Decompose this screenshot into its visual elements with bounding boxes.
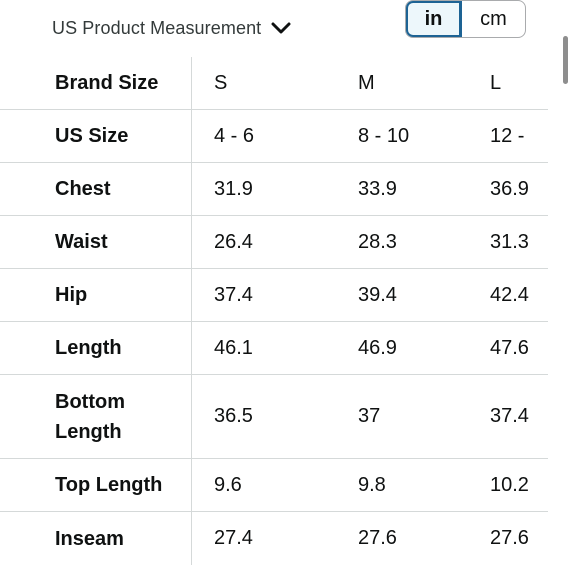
table-cell: 42.4 — [490, 283, 529, 306]
row-label: Hip — [0, 269, 192, 321]
table-cell: 37 — [358, 405, 381, 427]
table-cell: 37.4 — [214, 283, 253, 306]
table-cell: S — [214, 71, 228, 94]
table-cell: 33.9 — [358, 177, 397, 200]
table-cell: 27.6 — [358, 527, 397, 549]
vertical-scrollbar[interactable] — [563, 36, 568, 84]
row-label: Waist — [0, 216, 192, 268]
table-row: Hip 37.4 39.4 42.4 — [0, 269, 548, 322]
table-cell: 9.6 — [214, 473, 242, 496]
table-cell: 31.3 — [490, 230, 529, 253]
table-cell: 26.4 — [214, 230, 253, 253]
table-cell: 36.9 — [490, 177, 529, 200]
table-row: Bottom Length 36.5 37 37.4 — [0, 375, 548, 459]
table-cell: 36.5 — [214, 405, 253, 427]
row-label: Bottom Length — [0, 375, 192, 458]
table-row: Inseam 27.4 27.6 27.6 — [0, 512, 548, 565]
table-row: Top Length 9.6 9.8 10.2 — [0, 459, 548, 512]
unit-inches-button[interactable]: in — [406, 1, 462, 37]
table-cell: 10.2 — [490, 473, 529, 496]
table-cell: 46.9 — [358, 336, 397, 359]
table-row: Length 46.1 46.9 47.6 — [0, 322, 548, 375]
table-cell: 4 - 6 — [214, 124, 255, 147]
row-label: Length — [0, 322, 192, 374]
table-cell: 46.1 — [214, 336, 253, 359]
chevron-down-icon — [271, 21, 291, 35]
unit-toggle: in cm — [405, 0, 526, 38]
table-cell: 31.9 — [214, 177, 253, 200]
measurement-dropdown[interactable]: US Product Measurement — [52, 14, 291, 42]
table-row: Brand Size S M L — [0, 57, 548, 110]
size-chart-table: Brand Size S M L US Size 4 - 6 8 - 10 12… — [0, 57, 548, 565]
table-row: Chest 31.9 33.9 36.9 — [0, 163, 548, 216]
table-cell: 47.6 — [490, 336, 529, 359]
table-row: Waist 26.4 28.3 31.3 — [0, 216, 548, 269]
table-cell: 12 - — [490, 124, 525, 147]
measurement-dropdown-label: US Product Measurement — [52, 17, 262, 38]
table-cell: L — [490, 71, 502, 94]
table-cell: 8 - 10 — [358, 124, 410, 147]
table-row: US Size 4 - 6 8 - 10 12 - — [0, 110, 548, 163]
table-cell: 39.4 — [358, 283, 397, 306]
row-label: Inseam — [0, 512, 192, 565]
table-cell: 27.4 — [214, 527, 253, 549]
table-cell: M — [358, 71, 375, 94]
table-cell: 37.4 — [490, 405, 529, 427]
row-label: US Size — [0, 110, 192, 162]
size-chart-header: US Product Measurement in cm — [0, 0, 580, 52]
row-label: Chest — [0, 163, 192, 215]
table-cell: 28.3 — [358, 230, 397, 253]
table-cell: 9.8 — [358, 473, 386, 496]
row-label: Top Length — [0, 459, 192, 511]
table-cell: 27.6 — [490, 527, 529, 549]
unit-centimeters-button[interactable]: cm — [480, 7, 507, 30]
row-label: Brand Size — [0, 57, 192, 109]
